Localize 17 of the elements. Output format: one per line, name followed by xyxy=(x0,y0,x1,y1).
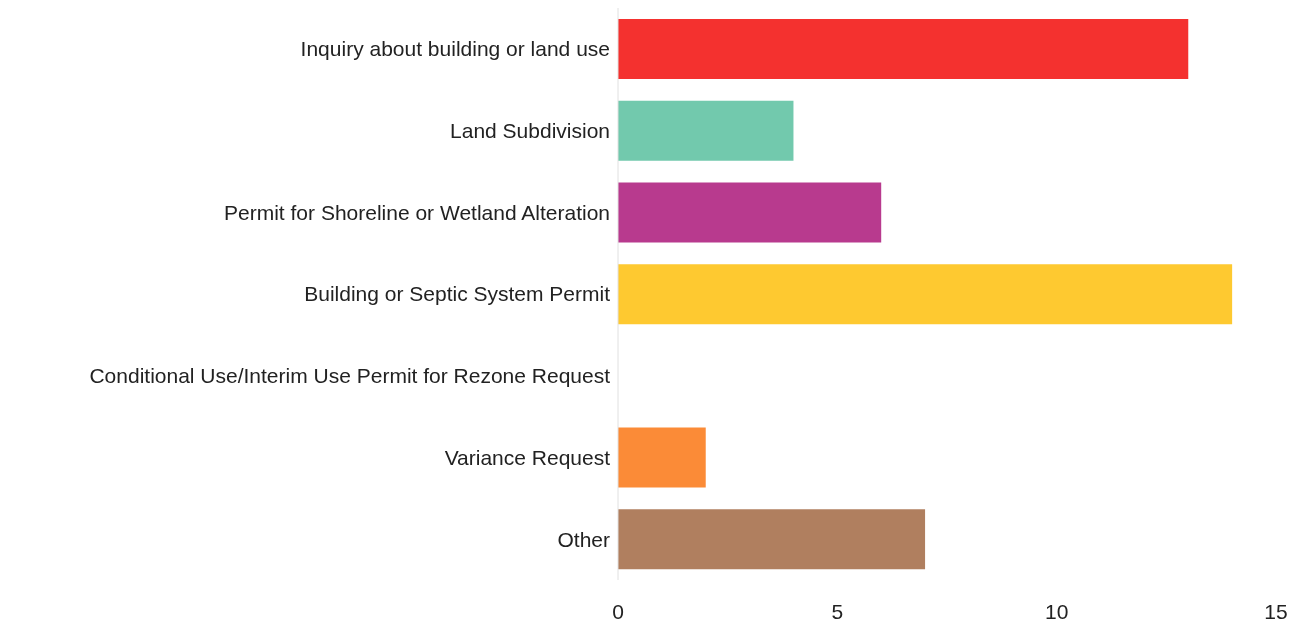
x-tick-label: 10 xyxy=(1044,599,1069,623)
y-tick-label: Variance Request xyxy=(444,445,611,469)
bar xyxy=(618,19,1189,79)
y-tick-label: Other xyxy=(557,527,610,551)
bar xyxy=(618,100,794,161)
y-tick-label: Building or Septic System Permit xyxy=(304,282,611,306)
y-tick-label: Land Subdivision xyxy=(450,119,610,143)
y-tick-label: Permit for Shoreline or Wetland Alteration xyxy=(224,200,610,224)
y-tick-label: Inquiry about building or land use xyxy=(300,37,610,61)
x-tick-label: 15 xyxy=(1264,599,1288,623)
bar xyxy=(618,427,706,488)
bar xyxy=(618,264,1233,325)
y-tick-label: Conditional Use/Interim Use Permit for Rezone Request xyxy=(89,364,611,388)
bar xyxy=(618,509,926,570)
bar xyxy=(618,182,882,243)
x-tick-label: 5 xyxy=(831,599,844,623)
x-tick-label: 0 xyxy=(612,599,624,623)
